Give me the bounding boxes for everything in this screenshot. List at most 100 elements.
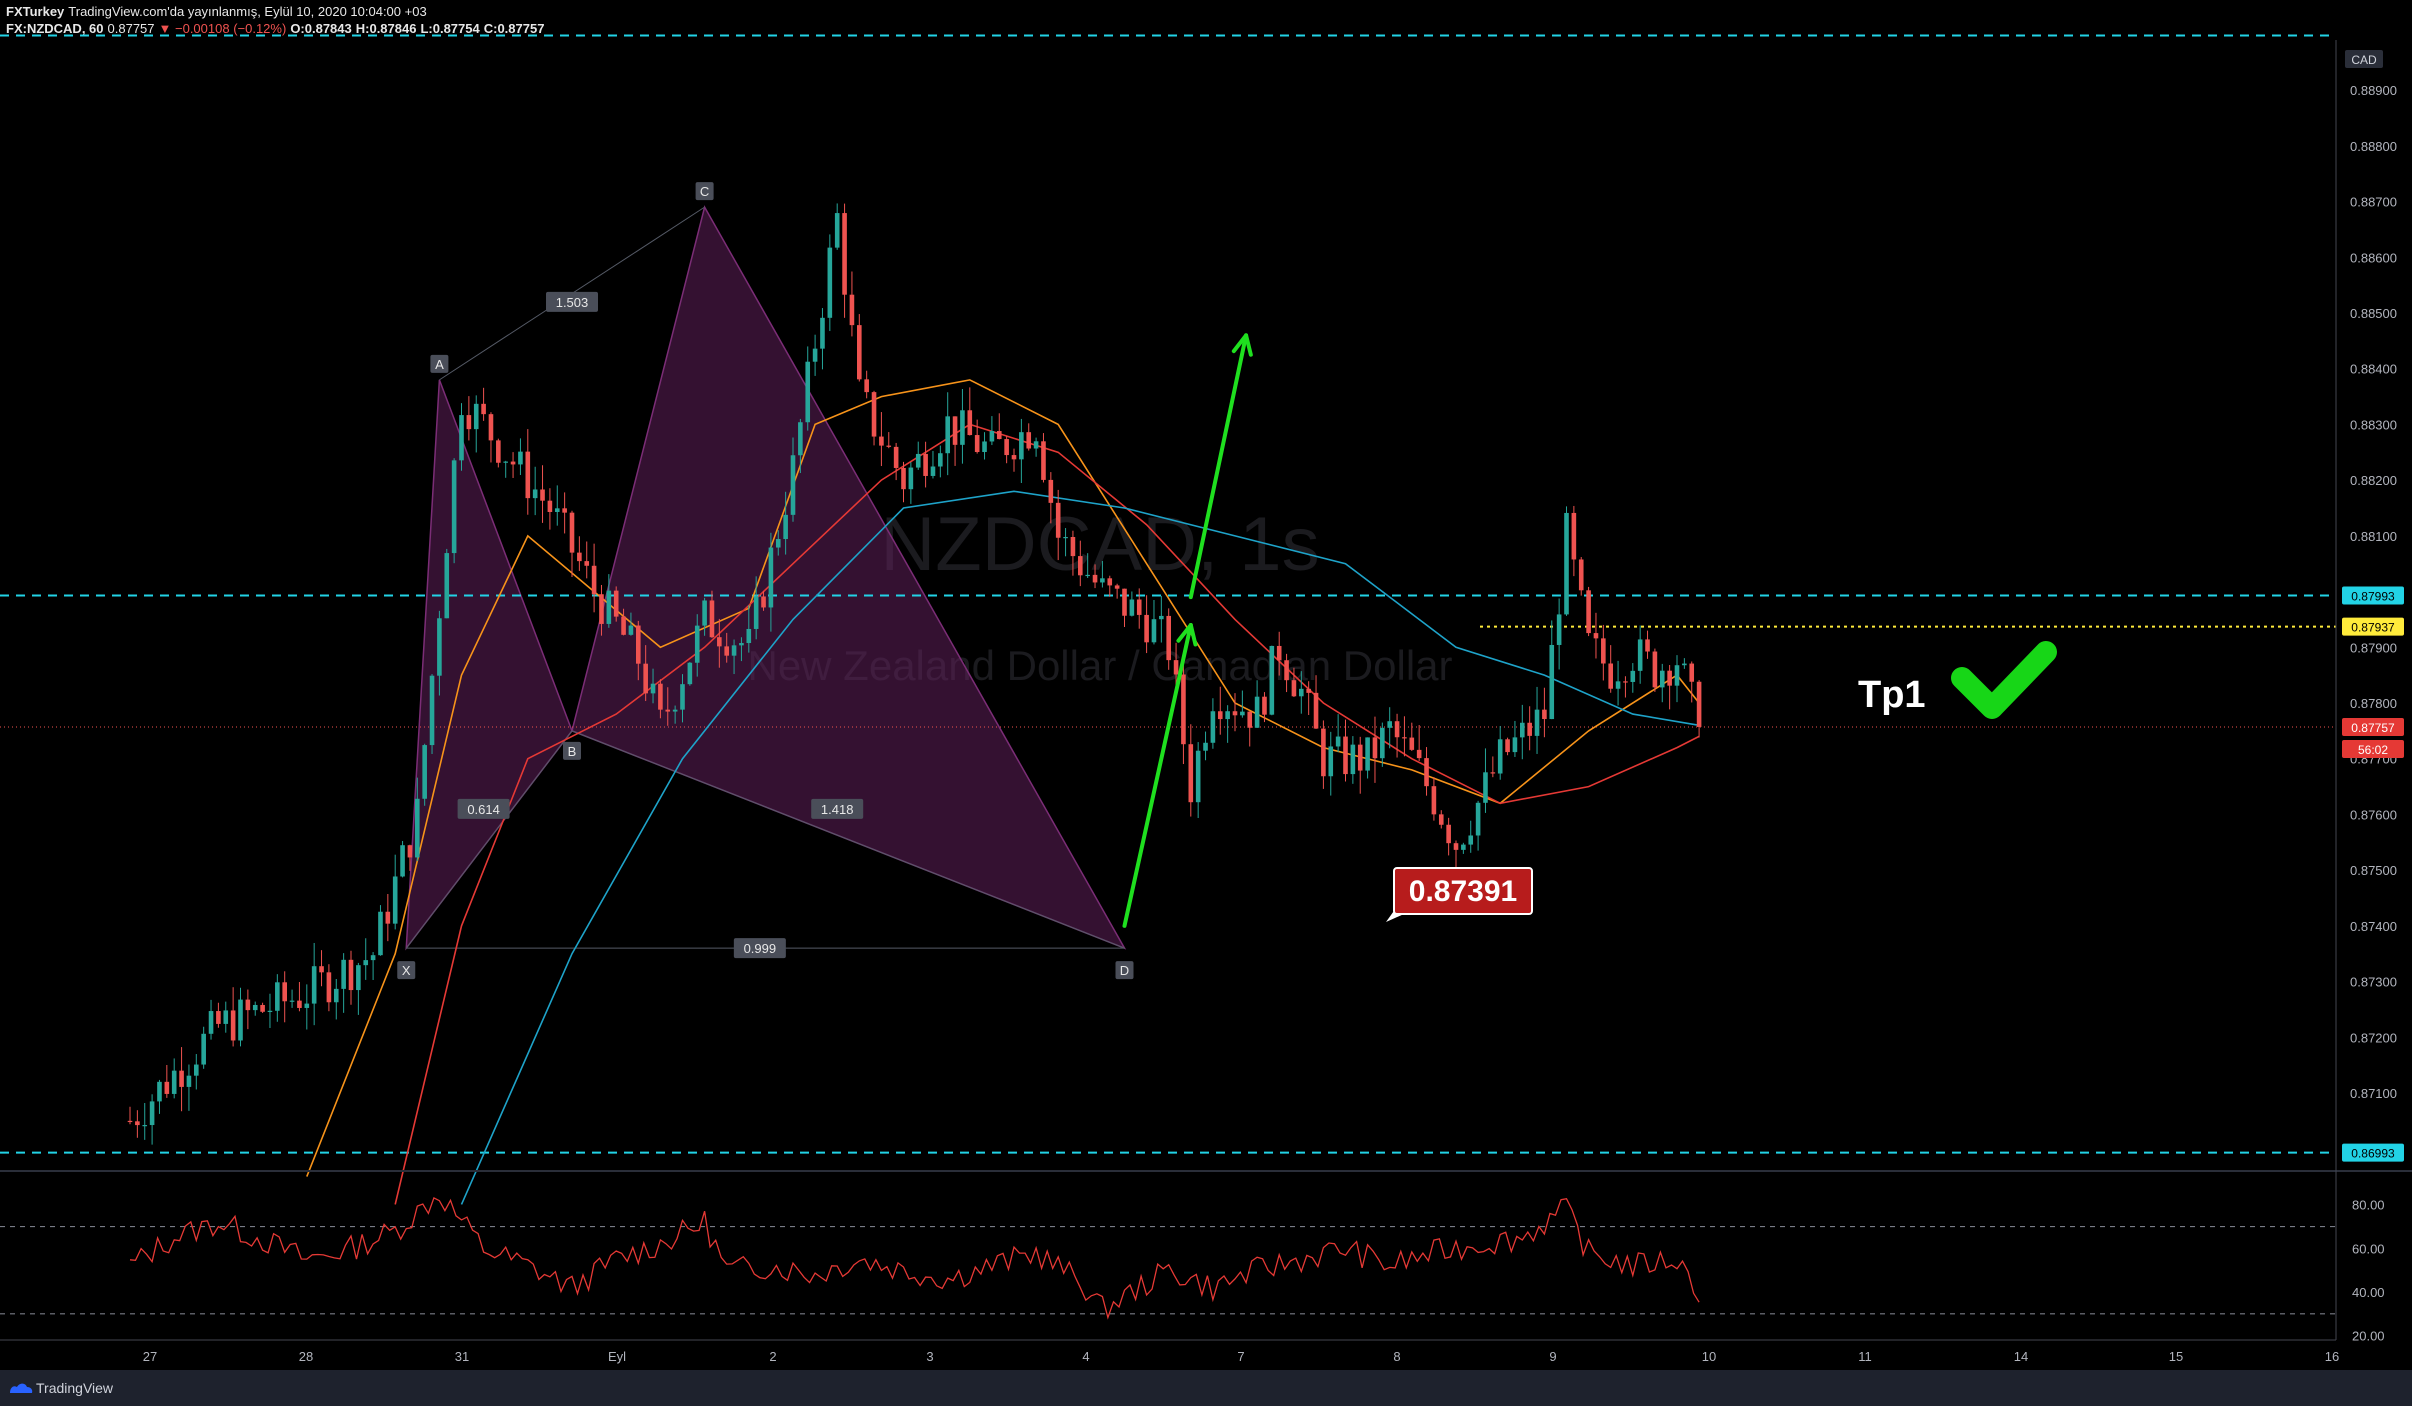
- candle-body: [260, 1004, 265, 1012]
- ratio-label: 0.614: [467, 802, 500, 817]
- tradingview-logo-icon[interactable]: [8, 1379, 34, 1397]
- pattern-point-box: [563, 741, 581, 760]
- candle-body: [437, 618, 442, 676]
- level-tag-box: [2342, 586, 2404, 605]
- candle-body: [532, 489, 538, 499]
- candle-body: [1188, 744, 1194, 803]
- candle-body: [238, 999, 243, 1041]
- candle-body: [1637, 639, 1643, 671]
- candle-body: [385, 911, 391, 924]
- change-value: ▼ −0.00108 (−0.12%): [158, 21, 287, 36]
- arrow-shaft-2: [1188, 333, 1249, 600]
- candle-body: [1372, 737, 1378, 759]
- candle-body: [805, 361, 811, 423]
- candle-body: [1461, 844, 1466, 850]
- ratio-box: [457, 798, 510, 819]
- candle-body: [1623, 681, 1628, 683]
- candle-body: [798, 422, 803, 456]
- candle-body: [223, 1010, 229, 1024]
- low-value: L:0.87754: [420, 21, 480, 36]
- time-tick-label: 31: [455, 1349, 469, 1364]
- footer-bar: TradingView: [0, 1370, 2412, 1406]
- ratio-box: [546, 291, 598, 312]
- candle-body: [915, 453, 921, 468]
- time-tick-label: 11: [1858, 1349, 1872, 1364]
- price-axis[interactable]: 0.88900 0.88800 0.88700 0.88600 0.88500 0.884…: [2342, 83, 2404, 1162]
- price-tick-label: 0.88800: [2350, 139, 2397, 154]
- rsi-tick-label: 80.00: [2352, 1198, 2385, 1213]
- candle-body: [518, 451, 523, 465]
- candle-body: [989, 431, 995, 442]
- time-axis[interactable]: 27 28 31 Eyl 2 3 4 7 8 9 10 11 14 15 16: [143, 1349, 2339, 1364]
- candle-body: [1114, 585, 1120, 589]
- candle-body: [842, 213, 847, 295]
- candle-body: [1276, 645, 1282, 661]
- candle-body: [1453, 843, 1459, 850]
- publish-date: TradingView.com'da yayınlanmış, Eylül 10…: [68, 4, 427, 19]
- candle-body: [540, 489, 545, 501]
- chart-canvas[interactable]: NZDCAD, 1s New Zealand Dollar / Canadian…: [0, 0, 2412, 1370]
- candle-body: [1689, 663, 1695, 682]
- candle-body: [1645, 639, 1650, 652]
- level-tag-box: [2342, 1143, 2404, 1162]
- price-tick-label: 0.87300: [2350, 975, 2397, 990]
- candle-body: [149, 1101, 155, 1126]
- candle-body: [356, 965, 361, 991]
- candle-body: [1380, 727, 1385, 759]
- candle-body: [974, 435, 980, 453]
- candle-body: [333, 988, 339, 1003]
- candle-body: [1284, 660, 1289, 681]
- candle-body: [459, 415, 464, 461]
- candle-body: [569, 512, 575, 553]
- candle-body: [606, 590, 612, 624]
- candle-body: [216, 1011, 221, 1024]
- target-label: Tp1: [1858, 674, 1926, 716]
- candle-body: [1615, 681, 1621, 689]
- ratio-label: 1.418: [821, 802, 854, 817]
- symbol-label[interactable]: FX:NZDCAD, 60: [6, 21, 104, 36]
- candle-body: [967, 410, 973, 436]
- candle-body: [429, 675, 435, 746]
- candle-body: [171, 1070, 177, 1094]
- price-tick-label: 0.88100: [2350, 529, 2397, 544]
- candle-body: [1431, 786, 1437, 815]
- pattern-line-xb: [405, 730, 573, 949]
- candle-body: [731, 645, 737, 656]
- candle-body: [680, 684, 685, 710]
- candle-body: [739, 643, 744, 646]
- candle-body: [952, 416, 958, 445]
- candle-body: [930, 466, 936, 476]
- candle-body: [1313, 692, 1319, 729]
- candle-body: [1144, 614, 1149, 643]
- checkmark-icon: [1951, 641, 2057, 719]
- candle-body: [415, 798, 420, 858]
- candle-body: [901, 467, 906, 490]
- candle-body: [717, 637, 722, 647]
- candle-body: [157, 1081, 162, 1102]
- author-name[interactable]: FXTurkey: [6, 4, 65, 19]
- candle-body: [1534, 709, 1540, 736]
- candle-body: [879, 436, 884, 446]
- candle-body: [1357, 744, 1363, 771]
- candle-body: [1409, 737, 1415, 750]
- currency-label: CAD: [2351, 53, 2377, 67]
- footer-brand[interactable]: TradingView: [36, 1380, 114, 1396]
- candle-body: [1070, 536, 1076, 557]
- candle-body: [422, 745, 427, 799]
- candle-body: [1048, 479, 1054, 503]
- candle-body: [643, 663, 648, 694]
- candle-body: [1055, 502, 1061, 538]
- candle-body: [1497, 739, 1503, 774]
- last-price-tag-box: [2342, 717, 2404, 736]
- candle-body: [451, 460, 457, 554]
- candle-body: [1262, 696, 1267, 715]
- publish-info: FXTurkey TradingView.com'da yayınlanmış, …: [6, 4, 431, 19]
- candle-body: [1225, 711, 1230, 720]
- candle-body: [275, 982, 280, 1011]
- harmonic-pattern: [405, 205, 1127, 951]
- candle-body: [621, 616, 626, 635]
- chart-header: FXTurkey TradingView.com'da yayınlanmış, …: [0, 0, 2412, 40]
- candle-body: [1490, 772, 1496, 774]
- candle-body: [488, 414, 494, 441]
- candle-body: [164, 1081, 170, 1094]
